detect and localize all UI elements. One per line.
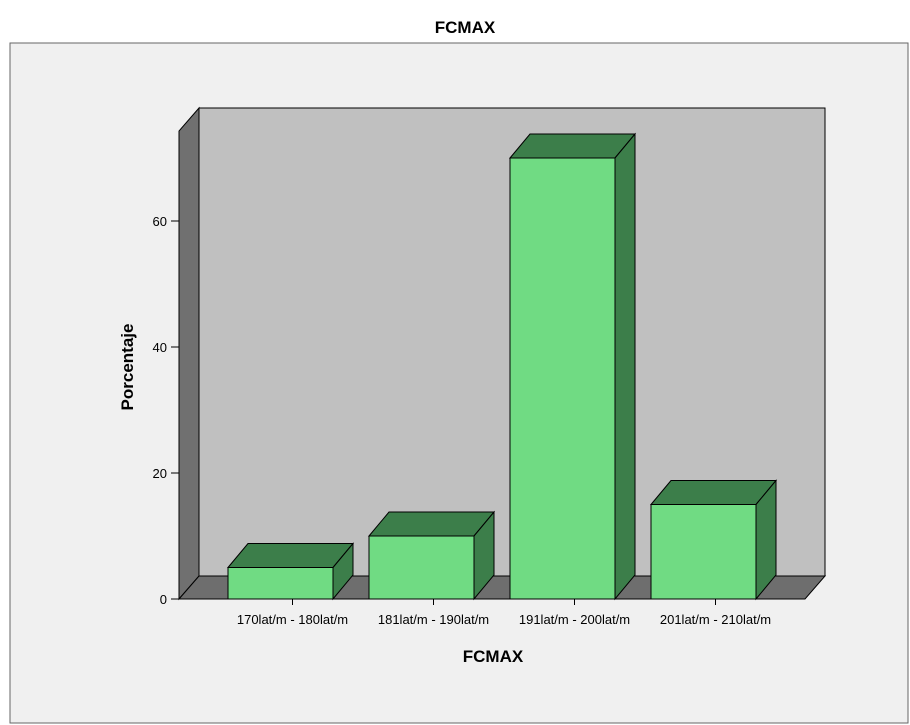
side-wall xyxy=(178,106,200,601)
bar xyxy=(226,542,355,601)
x-axis-title: FCMAX xyxy=(463,647,524,666)
bar-front-face xyxy=(227,567,334,600)
bar xyxy=(367,510,496,601)
bar-front-face xyxy=(509,157,616,600)
bar-top-face xyxy=(226,543,355,568)
bar-side-face xyxy=(614,132,636,601)
bars-group xyxy=(226,132,778,601)
bar xyxy=(649,479,778,601)
category-label: 181lat/m - 190lat/m xyxy=(378,612,489,627)
bar-front-face xyxy=(650,504,757,600)
category-labels: 170lat/m - 180lat/m 181lat/m - 190lat/m 19… xyxy=(237,599,771,627)
category-label: 191lat/m - 200lat/m xyxy=(519,612,630,627)
y-tick-label: 60 xyxy=(153,214,167,229)
bar xyxy=(508,132,637,601)
category-label: 170lat/m - 180lat/m xyxy=(237,612,348,627)
chart-title: FCMAX xyxy=(435,18,496,37)
bar-top-face xyxy=(508,133,637,159)
y-tick-label: 0 xyxy=(160,592,167,607)
y-axis-title: Porcentaje xyxy=(118,324,137,411)
bar-top-face xyxy=(367,511,496,537)
y-tick-label: 20 xyxy=(153,466,167,481)
bar-front-face xyxy=(368,535,475,600)
y-axis-ticks: 0 20 40 60 xyxy=(153,214,179,607)
bar-top-face xyxy=(649,480,778,505)
category-label: 201lat/m - 210lat/m xyxy=(660,612,771,627)
y-tick-label: 40 xyxy=(153,340,167,355)
